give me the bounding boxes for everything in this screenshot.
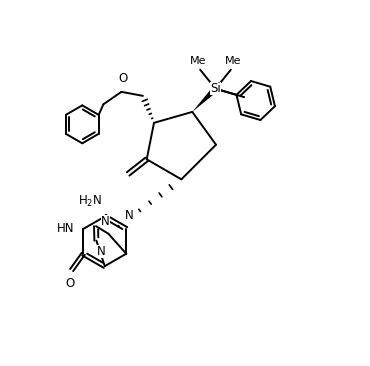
Text: HN: HN [57, 223, 74, 235]
Text: Me: Me [224, 56, 241, 66]
Text: H$_2$N: H$_2$N [78, 193, 102, 209]
Text: N: N [101, 215, 110, 228]
Text: Me: Me [190, 56, 206, 66]
Text: Si: Si [210, 82, 221, 95]
Text: N: N [97, 245, 105, 258]
Polygon shape [192, 86, 218, 112]
Text: N: N [125, 209, 134, 223]
Text: O: O [119, 72, 128, 85]
Text: O: O [65, 277, 74, 290]
